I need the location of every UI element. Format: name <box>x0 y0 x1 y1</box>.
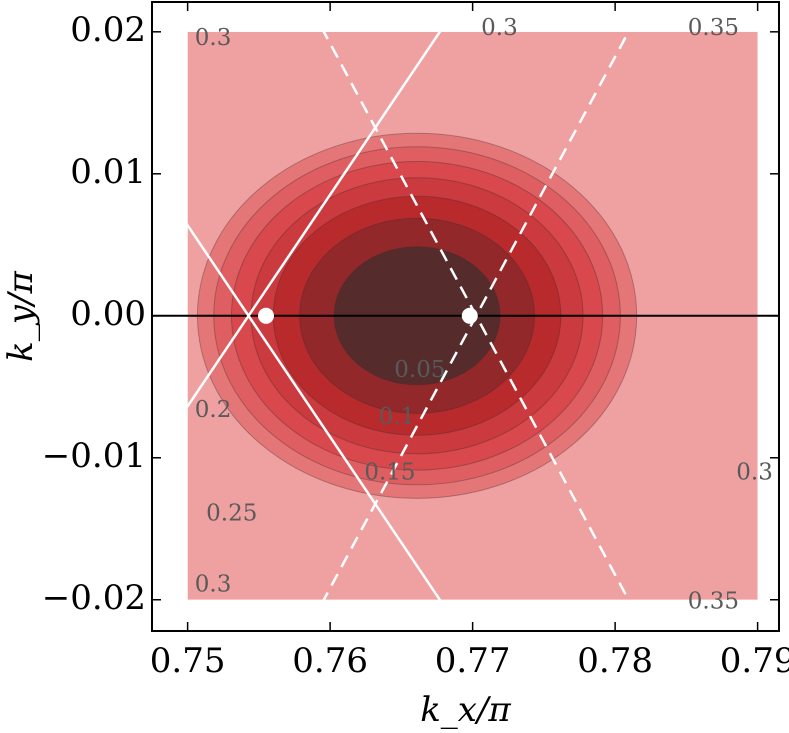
y-axis-label: k_y/π <box>1 271 41 362</box>
contour-label: 0.35 <box>688 589 739 615</box>
y-axis-ticks: −0.02 −0.01 0.00 0.01 0.02 <box>42 10 779 618</box>
contour-label: 0.3 <box>481 15 518 41</box>
y-tick-label: 0.01 <box>70 152 146 192</box>
x-axis-ticks: 0.75 0.76 0.77 0.78 0.79 <box>150 2 789 681</box>
y-tick-label: 0.02 <box>70 10 146 50</box>
x-tick-label: 0.78 <box>577 641 653 681</box>
contour-fills <box>187 31 758 600</box>
contour-label: 0.15 <box>364 459 415 485</box>
solid-line-2 <box>159 26 444 448</box>
degeneracy-points <box>258 307 478 324</box>
x-tick-label: 0.75 <box>150 641 226 681</box>
degeneracy-point-1 <box>258 307 274 324</box>
contour-label: 0.3 <box>736 459 773 485</box>
solid-line-1 <box>159 184 444 605</box>
contour-labels: 0.05 0.1 0.15 0.2 0.25 0.3 0.3 0.3 0.3 0.35 0.35 <box>195 15 773 615</box>
contour-label: 0.05 <box>394 357 445 383</box>
contour-label: 0.25 <box>206 501 257 527</box>
x-tick-label: 0.79 <box>720 641 789 681</box>
contour-label: 0.1 <box>379 404 416 430</box>
x-tick-label: 0.76 <box>292 641 368 681</box>
x-axis-label: k_x/π <box>420 690 511 730</box>
x-tick-label: 0.77 <box>435 641 511 681</box>
contour-label: 0.35 <box>688 15 739 41</box>
contour-label: 0.3 <box>195 572 232 598</box>
y-tick-label: −0.01 <box>42 436 146 476</box>
contour-label: 0.2 <box>195 397 232 423</box>
contour-label: 0.3 <box>195 25 232 51</box>
y-tick-label: 0.00 <box>70 294 146 334</box>
y-tick-label: −0.02 <box>42 578 146 618</box>
degeneracy-point-2 <box>461 307 478 324</box>
